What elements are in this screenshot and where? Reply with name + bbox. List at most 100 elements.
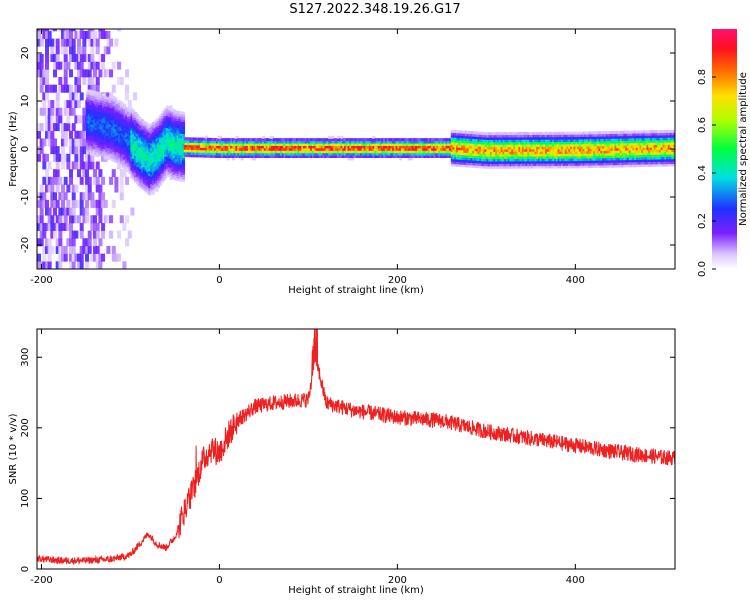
heatmap-cell — [190, 144, 194, 148]
heatmap-cell — [272, 145, 276, 149]
heatmap-cell — [564, 146, 568, 150]
heatmap-cell — [101, 102, 105, 106]
heatmap-cell — [623, 154, 627, 158]
heatmap-cell — [53, 176, 58, 185]
heatmap-cell — [246, 145, 250, 149]
heatmap-cell — [210, 152, 214, 156]
heatmap-cell — [66, 38, 71, 47]
heatmap-cell — [333, 140, 337, 144]
heatmap-cell — [568, 143, 572, 147]
heatmap-cell — [93, 141, 97, 145]
heatmap-cell — [477, 155, 481, 159]
heatmap-cell — [416, 138, 420, 142]
heatmap-cell — [479, 148, 483, 152]
heatmap-cell — [283, 145, 287, 149]
heatmap-cell — [158, 141, 162, 145]
heatmap-cell — [105, 144, 109, 148]
heatmap-cell — [166, 146, 170, 150]
heatmap-cell — [388, 155, 392, 158]
heatmap-cell — [183, 151, 187, 155]
heatmap-cell — [589, 138, 593, 142]
heatmap-cell — [516, 148, 520, 152]
heatmap-cell — [256, 143, 260, 146]
heatmap-cell — [626, 159, 630, 163]
heatmap-cell — [561, 134, 565, 138]
heatmap-cell — [603, 147, 607, 151]
heatmap-cell — [566, 143, 570, 147]
heatmap-cell — [351, 157, 355, 161]
heatmap-cell — [511, 148, 515, 152]
heatmap-cell — [308, 150, 312, 154]
heatmap-cell — [527, 155, 531, 159]
heatmap-cell — [153, 178, 157, 182]
heatmap-cell — [117, 155, 121, 159]
heatmap-cell — [529, 153, 533, 157]
heatmap-cell — [340, 155, 344, 158]
heatmap-cell — [532, 165, 536, 169]
heatmap-cell — [609, 145, 613, 149]
heatmap-cell — [545, 155, 549, 159]
heatmap-cell — [308, 155, 312, 158]
heatmap-cell — [123, 127, 127, 131]
heatmap-cell — [258, 155, 262, 158]
heatmap-cell — [536, 134, 540, 138]
heatmap-cell — [513, 139, 517, 143]
heatmap-cell — [335, 143, 339, 146]
heatmap-cell — [575, 155, 579, 159]
heatmap-cell — [566, 148, 570, 152]
heatmap-cell — [174, 113, 178, 116]
heatmap-cell — [587, 141, 591, 145]
heatmap-cell — [502, 163, 506, 167]
heatmap-cell — [71, 138, 76, 147]
heatmap-cell — [101, 138, 105, 142]
heatmap-cell — [82, 38, 87, 47]
heatmap-cell — [319, 140, 323, 144]
heatmap-cell — [283, 140, 287, 144]
heatmap-cell — [63, 69, 68, 78]
heatmap-cell — [180, 164, 184, 168]
heatmap-cell — [94, 115, 98, 119]
heatmap-cell — [123, 139, 127, 143]
heatmap-cell — [89, 140, 93, 144]
heatmap-cell — [117, 116, 121, 120]
heatmap-cell — [117, 126, 121, 130]
heatmap-cell — [69, 238, 74, 247]
heatmap-cell — [335, 138, 339, 142]
heatmap-cell — [155, 128, 159, 132]
heatmap-cell — [504, 136, 508, 140]
heatmap-cell — [365, 150, 369, 154]
heatmap-cell — [146, 183, 150, 187]
heatmap-cell — [89, 113, 93, 117]
heatmap-cell — [589, 141, 593, 145]
heatmap-cell — [484, 136, 488, 140]
heatmap-cell — [274, 147, 278, 151]
heatmap-cell — [263, 147, 267, 151]
heatmap-cell — [491, 132, 495, 136]
heatmap-cell — [577, 141, 581, 145]
heatmap-cell — [178, 175, 182, 179]
heatmap-cell — [600, 160, 604, 164]
heatmap-cell — [559, 148, 563, 152]
heatmap-cell — [422, 147, 426, 151]
heatmap-cell — [101, 61, 106, 70]
heatmap-cell — [363, 152, 367, 156]
heatmap-cell — [150, 164, 154, 168]
heatmap-cell — [634, 137, 638, 141]
heatmap-cell — [436, 147, 440, 151]
heatmap-cell — [151, 138, 155, 142]
heatmap-cell — [151, 129, 155, 133]
heatmap-cell — [141, 169, 145, 173]
heatmap-cell — [345, 138, 349, 142]
heatmap-cell — [132, 117, 136, 121]
heatmap-cell — [139, 122, 143, 126]
heatmap-cell — [525, 148, 529, 152]
heatmap-cell — [125, 157, 129, 161]
heatmap-cell — [392, 155, 396, 158]
heatmap-cell — [368, 138, 372, 142]
heatmap-cell — [77, 38, 82, 47]
heatmap-cell — [372, 145, 376, 149]
heatmap-cell — [376, 143, 380, 146]
heatmap-cell — [126, 140, 130, 144]
heatmap-cell — [119, 215, 124, 224]
heatmap-cell — [475, 153, 479, 157]
